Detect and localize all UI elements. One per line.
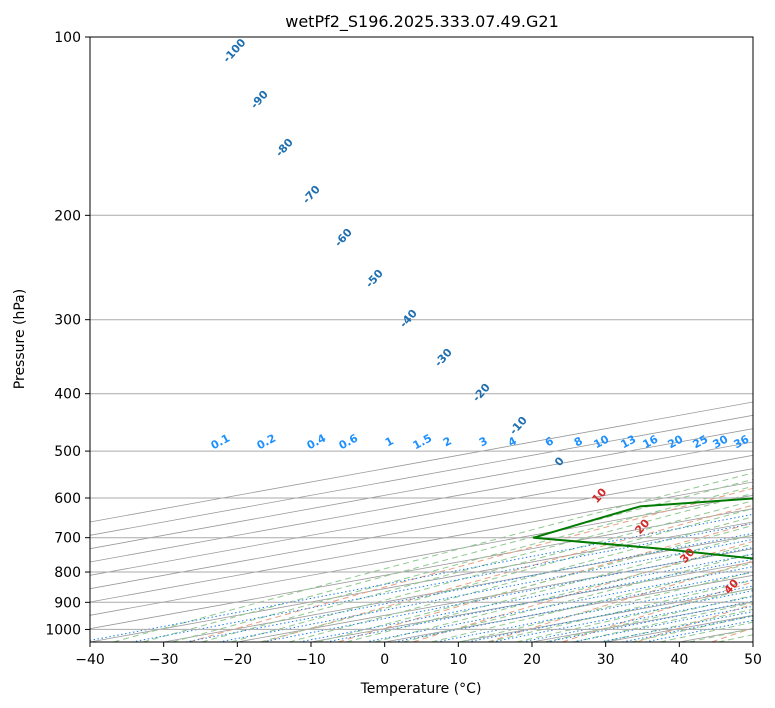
x-tick-label: −40 bbox=[75, 652, 105, 668]
y-tick-label: 800 bbox=[54, 565, 81, 581]
isotherm-line bbox=[90, 481, 753, 603]
mixing-ratio-line bbox=[546, 600, 753, 642]
mixing-ratio-label: 30 bbox=[711, 432, 731, 451]
dry-adiabat-line bbox=[487, 560, 753, 642]
mixing-ratio-line bbox=[622, 615, 753, 642]
moist-adiabat-line bbox=[487, 579, 753, 642]
x-tick-label: 20 bbox=[523, 652, 541, 668]
moist-adiabat-line bbox=[459, 571, 753, 642]
mixing-ratio-label: 10 bbox=[592, 432, 612, 451]
moist-adiabat-line bbox=[402, 553, 753, 642]
x-tick-label: 30 bbox=[597, 652, 615, 668]
y-tick-label: 500 bbox=[54, 444, 81, 460]
isotherm-line bbox=[90, 494, 753, 616]
isotherm-line bbox=[90, 441, 753, 563]
dry-adiabat-lines bbox=[188, 487, 753, 642]
dewpoint-line bbox=[532, 497, 753, 560]
sounding-series bbox=[532, 497, 753, 560]
y-tick-label: 600 bbox=[54, 491, 81, 507]
mixing-ratio-line bbox=[599, 611, 753, 642]
moist-adiabat-lines bbox=[113, 472, 753, 642]
plot-frame bbox=[89, 36, 754, 643]
y-tick-label: 900 bbox=[54, 595, 81, 611]
x-axis-label: Temperature (°C) bbox=[360, 681, 482, 697]
pressure-grid bbox=[90, 37, 753, 630]
dry-adiabat-line bbox=[263, 504, 753, 642]
mixing-ratio-label: 13 bbox=[619, 433, 639, 452]
moist-adiabat-line bbox=[260, 507, 753, 642]
x-tick-label: 10 bbox=[449, 652, 467, 668]
mixing-ratio-line bbox=[131, 522, 753, 642]
mixing-ratio-label: 36 bbox=[732, 432, 752, 451]
axes: −40 −30 −20 −10 0 10 20 30 40 50 100 200 300 400 500 60… bbox=[45, 30, 762, 668]
y-tick-label: 100 bbox=[54, 30, 81, 46]
mixing-ratio-line bbox=[218, 538, 753, 642]
y-tick-label: 1000 bbox=[45, 622, 81, 638]
isotherm-line bbox=[90, 521, 753, 642]
moist-adiabat-line bbox=[113, 472, 753, 642]
y-tick-label: 300 bbox=[54, 313, 81, 329]
isotherm-line bbox=[163, 534, 753, 642]
x-tick-label: −20 bbox=[223, 652, 253, 668]
moist-adiabat-line bbox=[346, 534, 753, 642]
mixing-ratio-label: 16 bbox=[641, 432, 661, 451]
isotherm-line bbox=[90, 428, 753, 550]
mixing-ratio-line bbox=[185, 532, 753, 642]
moist-adiabat-line bbox=[230, 500, 753, 642]
x-tick-label: 40 bbox=[670, 652, 688, 668]
x-tick-label: −10 bbox=[296, 652, 326, 668]
moist-adiabat-line bbox=[431, 562, 753, 642]
moist-adiabat-line bbox=[317, 524, 753, 642]
mixing-ratio-label: 25 bbox=[691, 433, 711, 452]
isotherm-line bbox=[90, 468, 753, 590]
chart-title: wetPf2_S196.2025.333.07.49.G21 bbox=[285, 12, 559, 32]
x-tick-label: −30 bbox=[149, 652, 179, 668]
mixing-ratio-line bbox=[262, 547, 753, 642]
mixing-ratio-line bbox=[522, 596, 753, 642]
dry-adiabat-line bbox=[412, 540, 753, 642]
mixing-ratio-line bbox=[572, 605, 753, 642]
moist-adiabat-line bbox=[201, 492, 753, 642]
x-tick-label: 50 bbox=[744, 652, 762, 668]
y-tick-label: 200 bbox=[54, 208, 81, 224]
mixing-ratio-lines bbox=[90, 513, 753, 642]
y-axis-label: Pressure (hPa) bbox=[12, 289, 28, 389]
isotherm-line bbox=[90, 454, 753, 576]
y-tick-label: 700 bbox=[54, 531, 81, 547]
dry-adiabat-line bbox=[188, 487, 753, 642]
y-tick-label: 400 bbox=[54, 387, 81, 403]
x-tick-label: 0 bbox=[380, 652, 389, 668]
mixing-ratio-label: 20 bbox=[666, 432, 686, 451]
moist-adiabat-line bbox=[288, 516, 753, 642]
